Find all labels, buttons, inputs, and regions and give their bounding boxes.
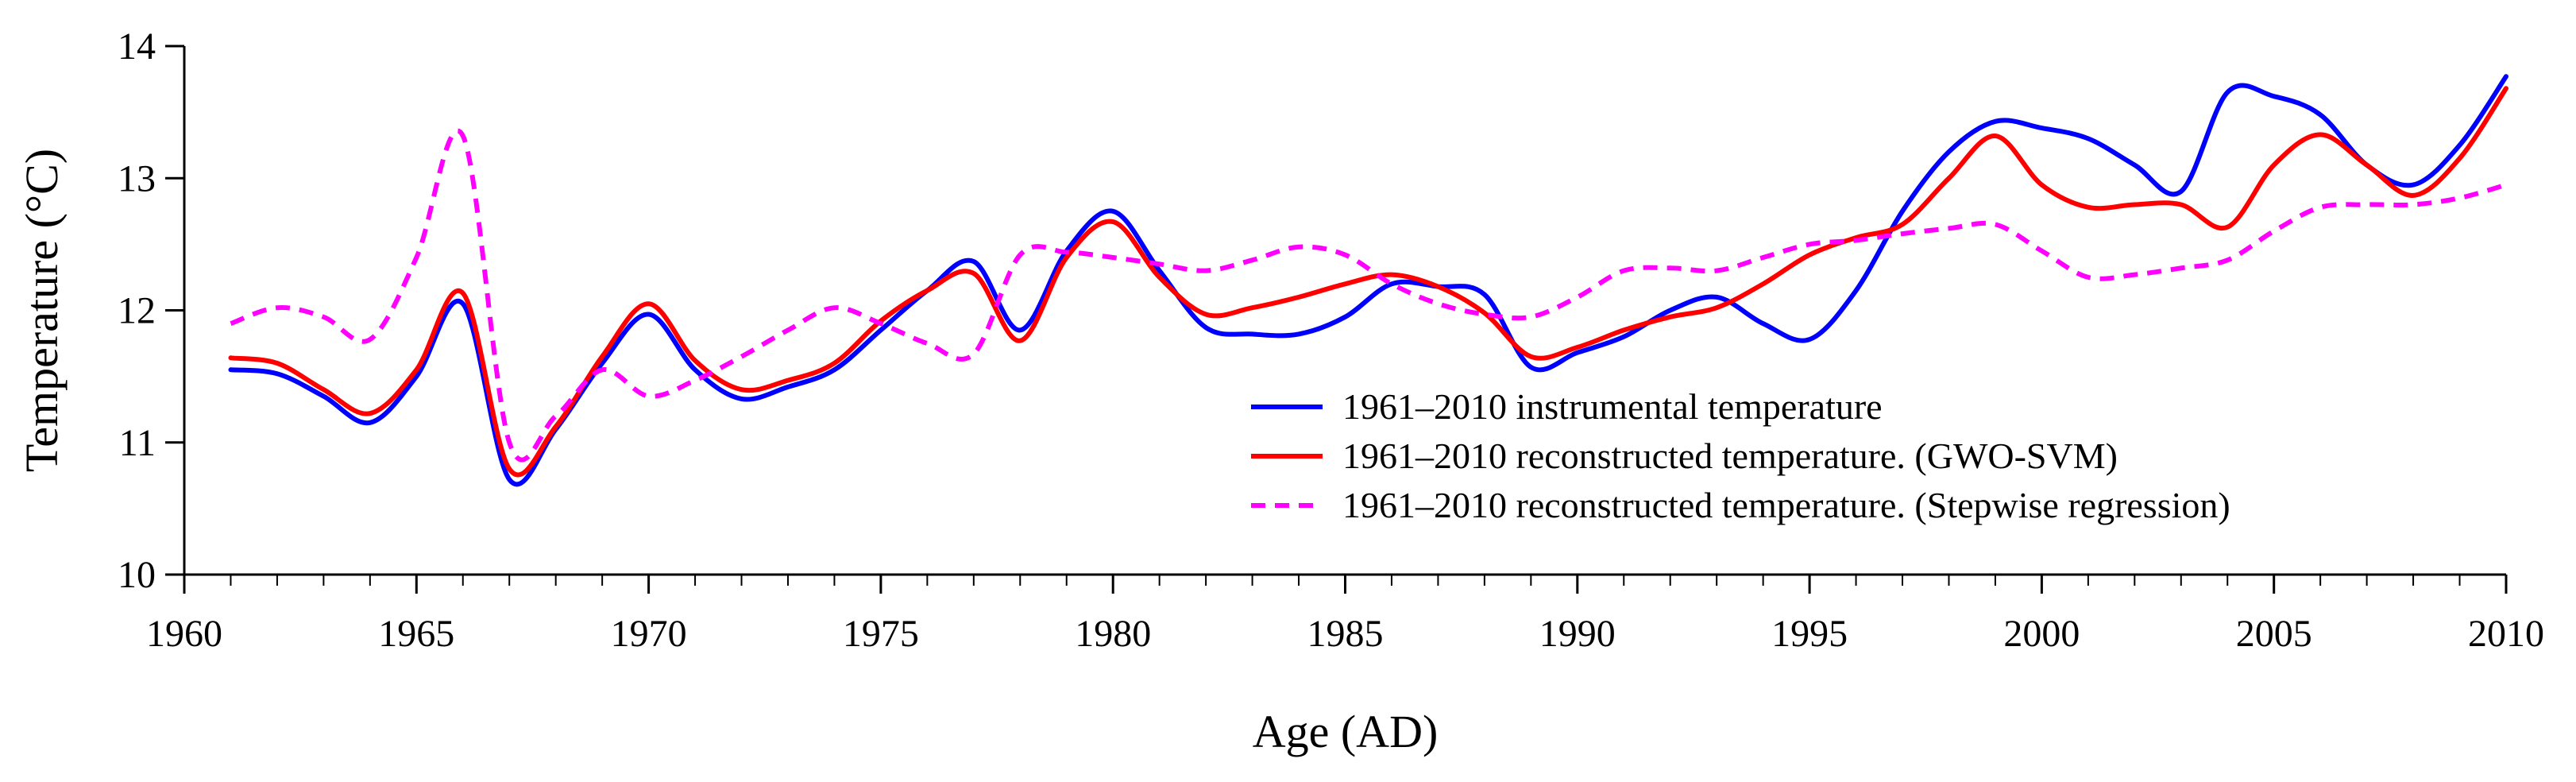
y-axis-title: Temperature (°C) — [16, 149, 68, 472]
series-stepwise-line — [230, 128, 2507, 463]
x-tick-label: 1960 — [146, 613, 222, 655]
x-axis-title: Age (AD) — [1253, 706, 1439, 757]
y-tick-label: 12 — [118, 290, 156, 332]
x-tick-label: 1965 — [378, 613, 454, 655]
x-tick-label: 1970 — [611, 613, 687, 655]
series-gwo-svm-line — [228, 86, 2508, 478]
legend: 1961–2010 instrumental temperature 1961–2… — [1251, 386, 2230, 525]
x-tick-label: 1980 — [1075, 613, 1151, 655]
legend-label: 1961–2010 instrumental temperature — [1342, 386, 1883, 427]
x-tick-label: 1990 — [1539, 613, 1616, 655]
legend-label: 1961–2010 reconstructed temperature. (St… — [1342, 485, 2230, 525]
x-tick-label: 2010 — [2468, 613, 2544, 655]
y-tick-label: 13 — [118, 157, 156, 199]
y-tick-label: 11 — [119, 422, 156, 464]
x-tick-label: 1985 — [1307, 613, 1384, 655]
axes: 1960 1965 1970 1975 1980 1985 1990 1995 2000 2005… — [118, 25, 2544, 655]
y-tick-label: 10 — [118, 554, 156, 596]
x-tick-label: 1975 — [843, 613, 919, 655]
x-tick-label: 2005 — [2236, 613, 2312, 655]
legend-label: 1961–2010 reconstructed temperature. (GW… — [1342, 436, 2118, 476]
series-group — [228, 74, 2508, 487]
x-tick-label: 1995 — [1771, 613, 1848, 655]
y-tick-label: 14 — [118, 25, 156, 68]
x-tick-label: 2000 — [2003, 613, 2080, 655]
